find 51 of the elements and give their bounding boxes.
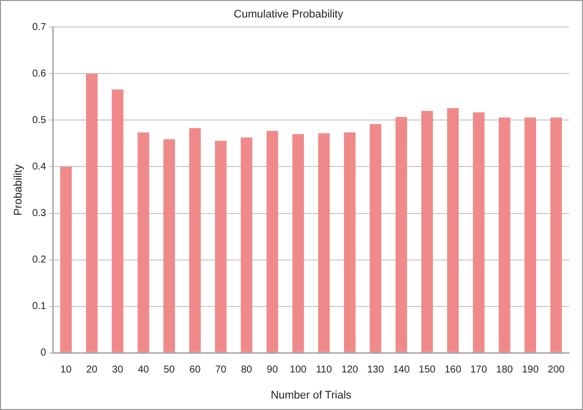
x-tick-label: 130: [367, 364, 384, 376]
x-tick-label: 60: [189, 364, 201, 376]
y-tick-label: 0.7: [32, 22, 47, 33]
bar: [550, 117, 562, 352]
bar: [240, 137, 252, 352]
bar: [138, 132, 150, 352]
bar: [421, 110, 433, 352]
x-tick-label: 80: [241, 364, 253, 376]
x-tick-label: 90: [266, 364, 278, 376]
bar: [112, 90, 124, 352]
bar: [344, 132, 356, 352]
x-tick-label: 200: [548, 364, 565, 376]
x-tick-label: 70: [215, 364, 227, 376]
x-tick-label: 20: [86, 364, 98, 376]
y-tick-label: 0.3: [32, 208, 47, 220]
bar: [266, 130, 278, 352]
x-tick-label: 100: [290, 364, 307, 376]
y-tick-label: 0.4: [32, 161, 47, 172]
x-tick-label: 10: [60, 364, 72, 376]
bar: [524, 117, 536, 352]
y-tick-label: 0.1: [32, 301, 47, 312]
bar: [60, 166, 72, 352]
x-tick-label: 150: [418, 364, 436, 376]
bar: [498, 117, 510, 352]
x-tick-label: 30: [112, 364, 124, 376]
bar: [292, 134, 304, 352]
x-tick-label: 160: [444, 364, 462, 376]
bar: [396, 116, 408, 352]
x-tick-label: 190: [522, 364, 540, 376]
x-tick-label: 180: [496, 364, 514, 376]
y-axis-title: Probability: [12, 164, 25, 216]
x-tick-label: 110: [316, 364, 332, 376]
y-tick-label: 0.6: [32, 68, 47, 80]
bar: [214, 140, 227, 352]
x-axis-title: Number of Trials: [270, 389, 352, 402]
y-tick-label: 0: [40, 348, 47, 359]
x-tick-label: 140: [392, 364, 410, 376]
bar: [163, 139, 175, 352]
x-tick-label: 40: [138, 364, 150, 376]
x-tick-label: 170: [470, 364, 488, 376]
y-tick-label: 0.2: [32, 254, 47, 266]
y-tick-label: 0.5: [32, 114, 47, 126]
bar: [472, 112, 485, 352]
bar: [318, 133, 330, 352]
x-tick-label: 50: [164, 364, 176, 376]
bar: [189, 128, 201, 352]
x-tick-label: 120: [341, 364, 359, 376]
bar: [447, 108, 459, 352]
bar: [370, 124, 382, 352]
chart-title: Cumulative Probability: [234, 8, 344, 21]
bar: [86, 74, 98, 352]
